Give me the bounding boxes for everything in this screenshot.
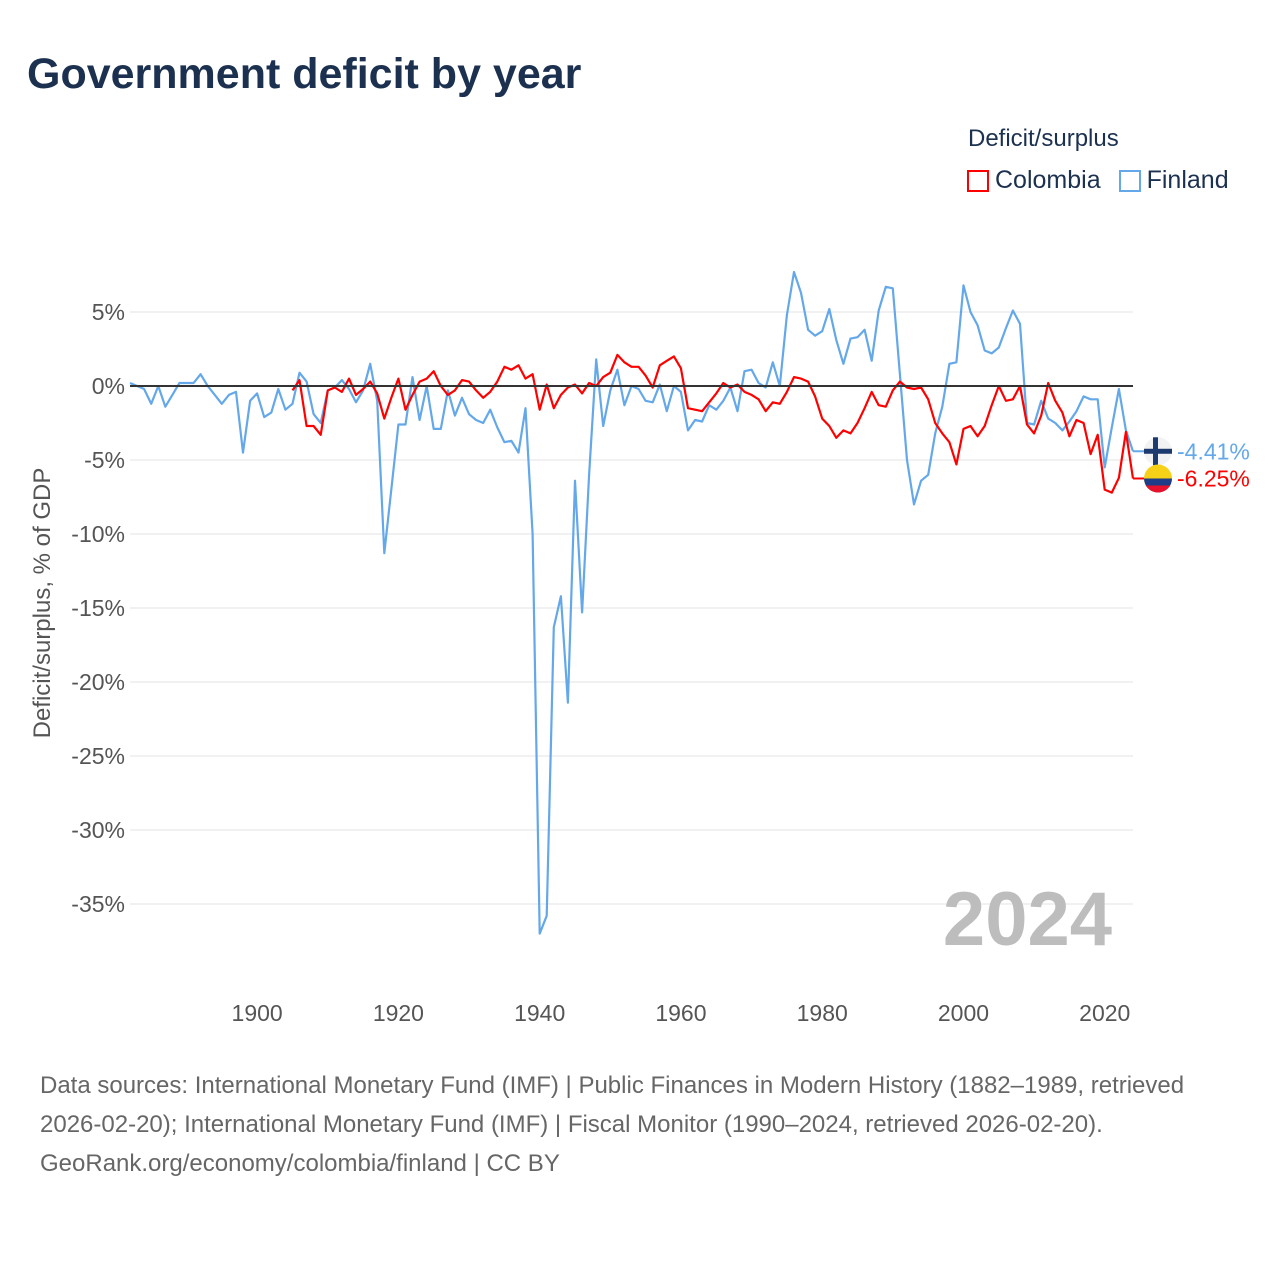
x-tick-label: 1960 [655,1000,706,1026]
end-value-label: -4.41% [1177,438,1250,464]
legend-swatch-colombia [967,169,989,192]
chart-svg: 5% 0% -5% -10% -15% -20% -25% -30% -35% 1900 1920 1… [29,270,1250,1026]
y-tick-label: -20% [71,669,125,695]
x-tick-label: 1980 [797,1000,848,1026]
legend-title: Deficit/surplus [968,125,1119,152]
y-tick-label: -10% [71,521,125,547]
y-tick-label: 0% [92,373,125,399]
legend-swatch-finland [1118,169,1141,192]
y-tick-label: -30% [71,817,125,843]
end-value-label: -6.25% [1177,466,1250,492]
x-tick-label: 1940 [514,1000,565,1026]
legend: Colombia Finland [967,166,1229,195]
x-tick-label: 2000 [938,1000,989,1026]
series-line-colombia [291,353,1135,494]
chart-title: Government deficit by year [27,50,582,98]
series-line-finland [129,270,1135,935]
y-tick-label: 5% [92,299,125,325]
y-tick-label: -35% [71,891,125,917]
x-tick-label: 2020 [1079,1000,1130,1026]
y-axis-label: Deficit/surplus, % of GDP [29,468,56,739]
current-year-label: 2024 [943,877,1112,962]
finland-flag-cross [1153,437,1158,466]
footer: Data sources: International Monetary Fun… [40,1066,1240,1183]
legend-item-colombia[interactable]: Colombia [967,166,1101,195]
x-tick-label: 1900 [232,1000,283,1026]
y-tick-label: -15% [71,595,125,621]
x-tick-label: 1920 [373,1000,424,1026]
colombia-flag-red [1145,485,1171,493]
data-sources: Data sources: International Monetary Fun… [40,1072,1185,1138]
legend-label: Finland [1146,166,1229,194]
credit-link[interactable]: GeoRank.org/economy/colombia/finland | C… [40,1150,560,1177]
y-tick-label: -5% [84,447,125,473]
legend-label: Colombia [995,166,1101,194]
y-tick-label: -25% [71,743,125,769]
legend-item-finland[interactable]: Finland [1118,166,1229,195]
